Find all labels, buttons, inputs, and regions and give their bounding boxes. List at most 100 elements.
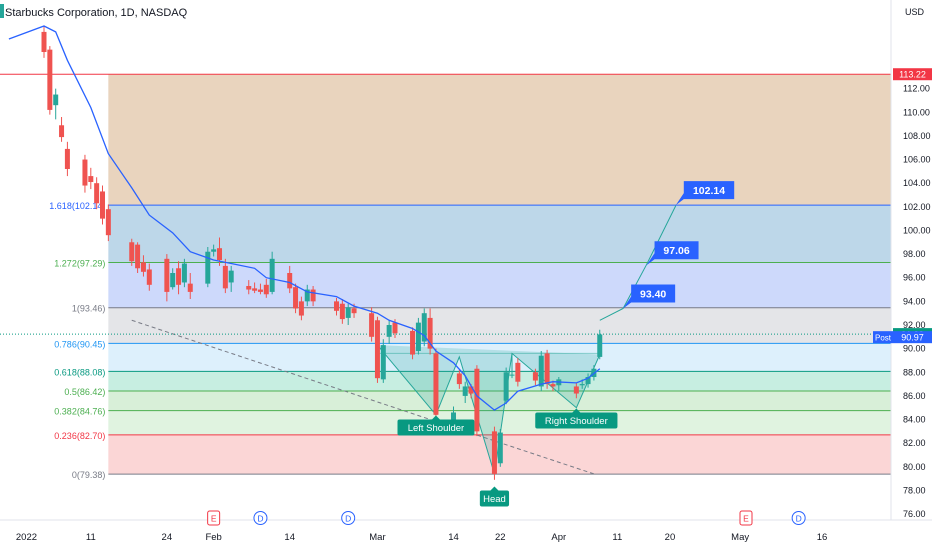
candle-down: [474, 365, 480, 437]
candle-down: [515, 358, 521, 387]
candle-body: [222, 265, 228, 289]
candle-body: [497, 432, 503, 464]
candle-body: [386, 325, 392, 337]
candle-up: [497, 429, 503, 467]
candle-body: [351, 308, 357, 314]
candle-body: [100, 191, 105, 219]
candle-body: [474, 368, 480, 432]
candle-down: [287, 265, 293, 294]
candle-body: [421, 313, 427, 342]
candle-down: [456, 369, 462, 389]
candle-down: [252, 282, 258, 294]
pattern-label-box: [479, 490, 510, 507]
candle-up: [345, 303, 351, 325]
candle-up: [380, 339, 386, 383]
candle-body: [456, 373, 462, 385]
price-tick-label: 104.00: [903, 178, 931, 188]
pattern-label: Right Shoulder: [535, 408, 618, 429]
price-tag-prefix-box: [873, 331, 893, 344]
dividend-marker: D: [341, 511, 356, 525]
price-tag-box: [893, 68, 932, 81]
candle-down: [293, 283, 299, 314]
candle-body: [468, 386, 474, 394]
candle-body: [415, 322, 421, 351]
event-shape: [791, 511, 806, 525]
price-tag-value: 90.97: [901, 333, 924, 343]
candle-down: [88, 167, 94, 190]
time-tick-label: 16: [817, 532, 828, 543]
candle-down: [339, 299, 345, 324]
candle-body: [597, 334, 603, 357]
candle-down: [298, 296, 304, 321]
pattern-label-text: Right Shoulder: [545, 416, 608, 427]
fib-lines: [0, 73, 891, 475]
candle-up: [228, 265, 234, 292]
price-tag-box: [893, 331, 932, 344]
target-label: 93.40: [623, 284, 676, 309]
candle-down: [41, 26, 47, 58]
candle-down: [374, 316, 380, 383]
time-axis-labels: 2022 11 24 Feb 14 Mar 14 22 Apr 11 20 May 16: [16, 532, 827, 543]
fib-band: [108, 371, 892, 391]
event-letter: E: [743, 514, 749, 524]
earnings-marker: E: [207, 510, 221, 526]
candle-body: [53, 94, 59, 106]
candle-down: [140, 255, 146, 277]
price-tick-label: 112.00: [903, 84, 930, 94]
candle-up: [304, 284, 310, 307]
dividend-marker: D: [791, 511, 806, 525]
candle-body: [374, 320, 380, 379]
candle-body: [176, 268, 182, 285]
time-tick-label: 20: [665, 532, 676, 543]
candle-down: [263, 278, 269, 298]
time-tick-label: 11: [86, 532, 96, 543]
pattern-label-box: [535, 412, 618, 429]
event-shape: [253, 511, 268, 525]
candle-up: [170, 268, 176, 290]
candle-down: [47, 46, 53, 115]
candle-down: [59, 117, 65, 142]
fib-labels: 1.618(102.14) 1.272(97.29) 1(93.46) 0.786(9…: [49, 201, 105, 480]
pattern-label-box: [397, 419, 475, 436]
candle-body: [41, 31, 47, 52]
candle-body: [140, 262, 146, 272]
candle-up: [211, 244, 217, 257]
time-tick-label: 14: [448, 532, 459, 543]
time-tick-label: 11: [612, 532, 622, 543]
pattern-label: Head: [479, 486, 510, 507]
candle-body: [334, 301, 339, 311]
candle-body: [462, 386, 468, 396]
candle-body: [392, 322, 398, 334]
candle-body: [339, 303, 345, 320]
fib-level-label: 0(79.38): [72, 470, 106, 480]
price-tick-label: 100.00: [903, 225, 931, 235]
candle-down: [129, 238, 135, 266]
candle-down: [257, 283, 263, 295]
candle-body: [228, 270, 234, 283]
candle-body: [47, 49, 53, 110]
target-label: 97.06: [646, 241, 699, 266]
fib-band: [108, 343, 892, 372]
event-letter: D: [345, 514, 351, 524]
event-letter: D: [796, 514, 802, 524]
candle-body: [105, 209, 111, 236]
candle-body: [217, 248, 222, 260]
price-tag-prefix: Post: [875, 334, 892, 343]
candle-body: [380, 345, 386, 380]
candle-down: [222, 258, 228, 294]
price-axis-panel[interactable]: [891, 0, 932, 520]
candle-up: [269, 251, 275, 295]
candle-body: [298, 301, 304, 316]
fib-band: [108, 410, 892, 435]
candle-down: [532, 368, 538, 386]
time-axis-panel[interactable]: [0, 520, 932, 550]
candle-down: [100, 185, 105, 225]
price-tick-label: 78.00: [903, 485, 926, 495]
target-box: [623, 284, 676, 309]
candle-body: [491, 431, 497, 474]
candle-body: [293, 287, 299, 309]
candle-body: [573, 386, 579, 394]
chart-title[interactable]: Starbucks Corporation, 1D, NASDAQ: [5, 7, 188, 19]
